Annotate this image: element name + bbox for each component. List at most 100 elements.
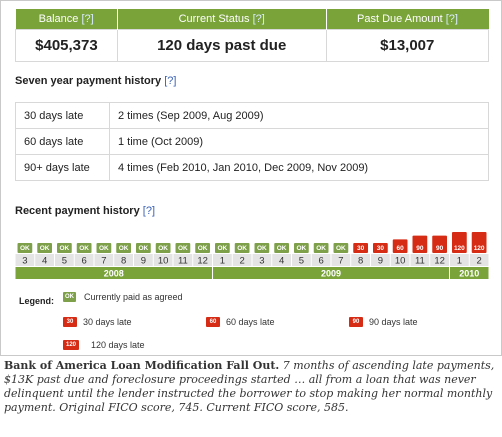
month-label: 4: [279, 256, 284, 267]
legend-90-chip: 90: [349, 317, 363, 327]
month-label: 11: [415, 256, 425, 267]
payment-bar: [274, 243, 289, 253]
month-cell: [331, 254, 351, 266]
month-label: 10: [395, 256, 406, 267]
month-cell: [292, 254, 311, 266]
payment-bar: [195, 243, 210, 253]
balance-header: Balance [?]: [15, 9, 118, 29]
status-header: Current Status [?]: [116, 9, 327, 29]
payment-bar-label: OK: [336, 245, 346, 252]
history-row-label: 90+ days late: [15, 154, 110, 181]
credit-report-panel: Balance [?] Current Status [?] Past Due …: [0, 0, 502, 356]
payment-bar-label: OK: [316, 245, 326, 252]
history-row-value: 2 times (Sep 2009, Aug 2009): [109, 102, 489, 129]
payment-bar: [155, 243, 171, 253]
status-help-link[interactable]: [?]: [252, 12, 265, 25]
payment-bar-label: OK: [297, 245, 307, 252]
month-label: 1: [457, 256, 462, 267]
payment-bar: [313, 243, 329, 253]
month-cell: [193, 254, 212, 266]
month-cell: [410, 254, 430, 266]
month-label: 8: [121, 256, 126, 267]
payment-bar-label: OK: [237, 245, 247, 252]
payment-bar: [57, 243, 72, 253]
payment-bar-label: OK: [119, 245, 129, 252]
payment-bar: [333, 243, 349, 253]
recent-help-link[interactable]: [?]: [142, 205, 155, 217]
history-help-link[interactable]: [?]: [164, 75, 177, 87]
payment-bar: [116, 243, 131, 253]
year-band: [15, 267, 212, 279]
month-cell: [94, 254, 114, 266]
caption-body: 7 months of ascending late payments, $13…: [4, 359, 495, 414]
payment-bar-label: 60: [397, 245, 405, 252]
month-cell: [153, 254, 173, 266]
month-cell: [15, 254, 35, 266]
payment-bar: [17, 243, 33, 253]
past-due-help-link[interactable]: [?]: [445, 12, 458, 25]
history-row-label: 60 days late: [15, 128, 110, 155]
month-cell: [371, 254, 390, 266]
history-row: 30 days late 2 times (Sep 2009, Aug 2009…: [15, 102, 489, 129]
month-label: 7: [101, 256, 106, 267]
legend-60-chip: 60: [206, 317, 220, 327]
payment-bar: [294, 243, 309, 253]
payment-bar-label: 30: [357, 245, 365, 252]
image-caption: Bank of America Loan Modification Fall O…: [4, 359, 500, 415]
past-due-value: $13,007: [325, 28, 490, 62]
payment-bar: [452, 232, 467, 253]
legend-30-label: 30 days late: [83, 317, 132, 327]
month-cell: [213, 254, 232, 266]
history-row: 60 days late 1 time (Oct 2009): [15, 128, 489, 155]
month-cell: [390, 254, 410, 266]
month-cell: [469, 254, 489, 266]
payment-bar: [392, 239, 408, 253]
month-label: 10: [158, 256, 169, 267]
month-label: 2: [239, 256, 244, 267]
month-cell: [252, 254, 272, 266]
recent-history-title: Recent payment history [?]: [15, 205, 155, 217]
payment-bar-label: 120: [474, 245, 485, 252]
year-band: [213, 267, 449, 279]
month-cell: [173, 254, 193, 266]
history-row-value: 4 times (Feb 2010, Jan 2010, Dec 2009, N…: [109, 154, 489, 181]
legend-120-chip: 120: [63, 340, 79, 350]
payment-bar-label: OK: [139, 245, 149, 252]
month-label: 11: [178, 256, 188, 267]
month-cell: [55, 254, 74, 266]
month-label: 9: [141, 256, 146, 267]
legend-ok-label: Currently paid as agreed: [84, 292, 183, 302]
payment-bar-label: OK: [218, 245, 228, 252]
payment-bar: [215, 243, 230, 253]
month-cell: [74, 254, 94, 266]
month-cell: [351, 254, 370, 266]
payment-bar-label: OK: [79, 245, 89, 252]
month-cell: [232, 254, 252, 266]
month-cell: [430, 254, 449, 266]
month-label: 8: [358, 256, 363, 267]
year-band: [450, 267, 489, 279]
payment-bar: [412, 235, 428, 253]
year-label: 2009: [321, 269, 341, 279]
payment-bar: [136, 243, 151, 253]
recent-payment-chart: OK3OK4OK5OK6OK7OK8OK9OK10OK11OK12OK1OK2O…: [15, 232, 489, 279]
payment-bar-label: 120: [454, 245, 465, 252]
legend-item-90: 90 90 days late: [349, 317, 418, 327]
legend-item-ok: OK Currently paid as agreed: [63, 292, 183, 302]
history-row-value: 1 time (Oct 2009): [109, 128, 489, 155]
history-row-label: 30 days late: [15, 102, 110, 129]
balance-help-link[interactable]: [?]: [81, 12, 94, 25]
payment-bar: [175, 243, 191, 253]
legend-30-chip: 30: [63, 317, 77, 327]
past-due-header: Past Due Amount [?]: [325, 9, 489, 29]
status-value: 120 days past due: [116, 28, 327, 62]
month-label: 6: [318, 256, 323, 267]
payment-bar: [432, 235, 447, 253]
month-label: 5: [299, 256, 304, 267]
legend-item-60: 60 60 days late: [206, 317, 275, 327]
month-cell: [450, 254, 469, 266]
month-label: 9: [378, 256, 383, 267]
month-label: 4: [42, 256, 47, 267]
seven-year-history-table: 30 days late 2 times (Sep 2009, Aug 2009…: [15, 102, 489, 181]
payment-bar: [96, 243, 112, 253]
